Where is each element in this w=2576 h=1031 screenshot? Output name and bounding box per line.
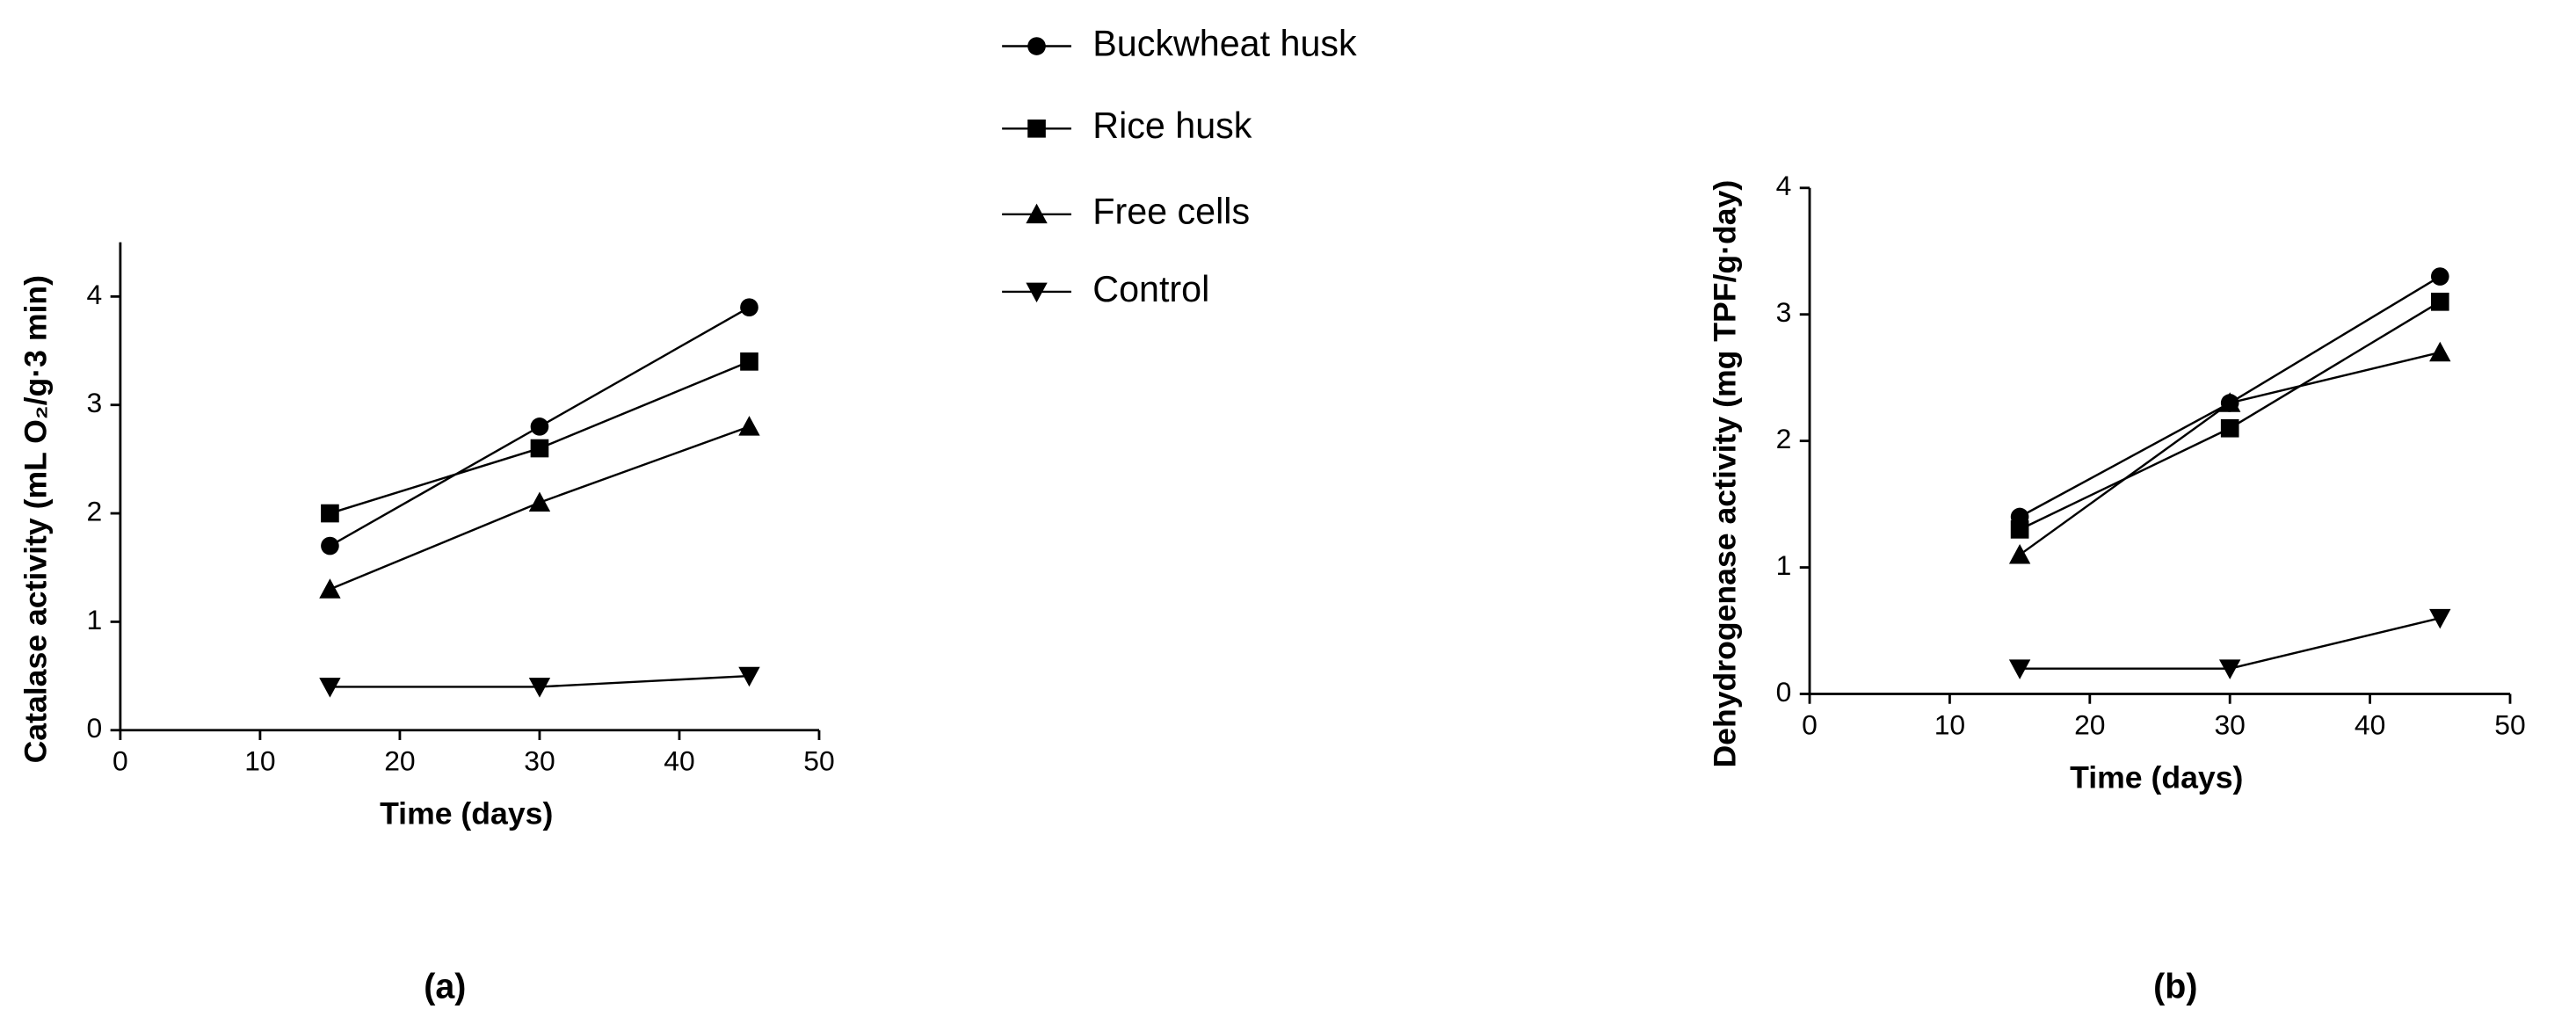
marker xyxy=(740,352,758,371)
marker xyxy=(2008,659,2031,679)
marker xyxy=(2219,659,2241,679)
marker xyxy=(319,678,341,698)
x-tick-label: 10 xyxy=(1934,708,1965,740)
y-tick-label: 4 xyxy=(1776,170,1792,201)
marker xyxy=(528,491,551,512)
x-axis-title: Time (days) xyxy=(2070,759,2243,795)
marker xyxy=(2429,608,2451,629)
panel-label: (b) xyxy=(2153,968,2197,1006)
marker xyxy=(2429,341,2451,362)
marker xyxy=(528,678,551,698)
y-tick-label: 2 xyxy=(87,495,103,526)
marker xyxy=(321,536,339,555)
y-tick-label: 4 xyxy=(87,279,103,310)
series-line xyxy=(330,360,750,515)
marker xyxy=(2430,267,2449,286)
marker xyxy=(321,504,339,523)
legend-label: Free cells xyxy=(1092,192,1250,232)
x-tick-label: 50 xyxy=(2494,708,2525,740)
series-line xyxy=(2019,351,2441,556)
x-tick-label: 10 xyxy=(244,745,275,777)
y-tick-label: 0 xyxy=(1776,676,1792,708)
y-tick-label: 3 xyxy=(87,387,103,418)
marker xyxy=(2220,418,2239,438)
marker xyxy=(738,416,760,436)
marker xyxy=(2430,293,2449,311)
marker xyxy=(1027,37,1046,55)
marker xyxy=(740,298,758,317)
x-tick-label: 50 xyxy=(803,745,834,777)
series-line xyxy=(2019,301,2441,531)
marker xyxy=(1026,282,1048,303)
x-tick-label: 40 xyxy=(2355,708,2385,740)
marker xyxy=(2008,543,2031,564)
marker xyxy=(738,666,760,687)
x-tick-label: 0 xyxy=(112,745,128,777)
x-tick-label: 20 xyxy=(384,745,415,777)
marker xyxy=(530,439,549,458)
marker xyxy=(2219,392,2241,412)
marker xyxy=(1027,119,1046,138)
y-tick-label: 3 xyxy=(1776,296,1792,328)
y-tick-label: 2 xyxy=(1776,423,1792,454)
x-tick-label: 0 xyxy=(1802,708,1818,740)
y-tick-label: 0 xyxy=(87,712,103,744)
legend-label: Rice husk xyxy=(1092,105,1252,146)
y-tick-label: 1 xyxy=(87,604,103,635)
y-tick-label: 1 xyxy=(1776,549,1792,581)
x-tick-label: 40 xyxy=(664,745,694,777)
marker xyxy=(2010,520,2029,539)
panel-label: (a) xyxy=(424,968,466,1006)
x-axis-title: Time (days) xyxy=(380,796,553,831)
y-axis-title: Dehydrogenase activity (mg TPF/g·day) xyxy=(1708,180,1743,768)
legend-label: Control xyxy=(1092,269,1209,309)
marker xyxy=(319,578,341,599)
marker xyxy=(1026,203,1048,224)
x-tick-label: 20 xyxy=(2074,708,2105,740)
legend-label: Buckwheat husk xyxy=(1092,23,1357,63)
x-tick-label: 30 xyxy=(524,745,555,777)
marker xyxy=(530,417,549,436)
x-tick-label: 30 xyxy=(2214,708,2245,740)
y-axis-title: Catalase activity (mL O₂/g·3 min) xyxy=(18,275,54,763)
